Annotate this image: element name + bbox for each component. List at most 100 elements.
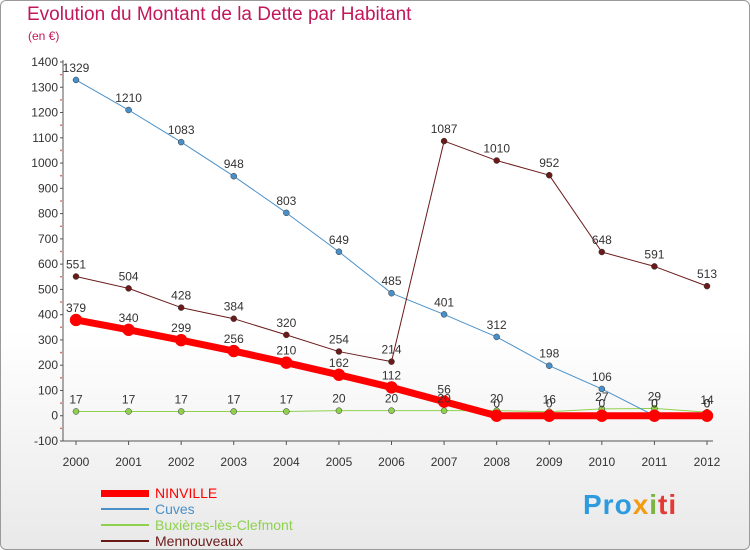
x-tick-label: 2007 (431, 455, 458, 469)
y-minor-tick (60, 301, 62, 303)
series-point-2 (388, 407, 395, 414)
series-point-3 (546, 171, 553, 179)
series-point-0 (437, 395, 451, 408)
series-point-1 (283, 209, 290, 217)
data-label-0: 256 (224, 332, 244, 346)
y-tick-label: 400 (38, 308, 58, 322)
y-minor-tick (60, 99, 62, 101)
data-label-1: 1210 (115, 91, 142, 105)
x-tick-label: 2006 (378, 455, 405, 469)
data-label-2: 20 (437, 392, 451, 406)
series-point-0 (648, 409, 661, 422)
x-tick-label: 2003 (220, 455, 247, 469)
data-label-0: 0 (651, 397, 658, 411)
data-label-0: 210 (276, 344, 296, 358)
data-label-3: 513 (697, 267, 717, 281)
series-point-1 (177, 138, 185, 146)
y-tick-label: 1000 (31, 156, 58, 170)
data-label-3: 254 (329, 333, 349, 347)
series-point-0 (700, 409, 714, 422)
series-point-2 (177, 408, 185, 415)
proxiti-logo: Proxiti (583, 489, 678, 520)
y-tick-label: 0 (51, 409, 58, 423)
legend-label-ninville: NINVILLE (155, 485, 218, 501)
y-tick-label: 1300 (31, 80, 58, 94)
data-label-0: 340 (119, 311, 139, 325)
series-point-0 (69, 313, 83, 327)
data-label-1: 0 (651, 397, 658, 411)
series-point-3 (335, 348, 343, 355)
series-point-1 (125, 106, 132, 114)
series-point-0 (280, 356, 293, 369)
data-label-1: 1083 (168, 123, 195, 137)
y-minor-tick (60, 73, 62, 76)
y-tick-label: 1100 (32, 131, 58, 145)
y-tick-label: 1200 (31, 106, 58, 120)
data-label-1: 0 (704, 397, 711, 411)
data-label-0: 379 (66, 301, 86, 315)
legend-swatch-mennouveaux (101, 540, 149, 542)
series-point-0 (332, 368, 346, 382)
series-point-0 (174, 333, 188, 347)
series-point-3 (388, 358, 395, 365)
legend-swatch-ninville (101, 489, 149, 497)
data-label-3: 320 (276, 316, 296, 330)
x-tick-label: 2000 (63, 455, 90, 469)
data-label-0: 112 (382, 368, 401, 382)
series-point-0 (595, 409, 609, 422)
data-label-1: 948 (224, 157, 244, 171)
data-label-1: 803 (276, 194, 296, 208)
y-minor-tick (60, 351, 62, 354)
y-minor-tick (60, 275, 62, 278)
y-minor-tick (60, 174, 62, 177)
data-label-2: 16 (543, 393, 557, 407)
data-label-3: 504 (119, 269, 139, 283)
y-minor-tick (60, 326, 62, 329)
data-label-2: 20 (332, 392, 346, 406)
data-label-2: 17 (227, 392, 241, 406)
series-point-3 (177, 304, 185, 311)
data-label-1: 106 (592, 370, 612, 384)
series-point-3 (72, 273, 80, 280)
series-point-2 (72, 408, 80, 415)
series-point-3 (230, 315, 237, 322)
data-label-1: 312 (487, 318, 507, 332)
chart-subtitle: (en €) (28, 29, 60, 43)
series-point-0 (490, 409, 503, 422)
legend-item-buxieres: Buxières-lès-Clefmont (101, 517, 293, 533)
y-tick-label: 500 (38, 282, 58, 296)
series-point-2 (283, 408, 290, 415)
y-minor-tick (60, 225, 62, 228)
series-point-2 (125, 408, 132, 415)
chart-title: Evolution du Montant de la Dette par Hab… (27, 4, 412, 25)
x-tick-label: 2004 (273, 455, 300, 469)
series-point-1 (388, 289, 395, 297)
y-tick-label: 900 (38, 181, 58, 195)
legend: NINVILLE Cuves Buxières-lès-Clefmont Men… (101, 485, 293, 549)
series-point-2 (335, 407, 343, 414)
data-label-3: 1087 (431, 122, 458, 136)
data-label-0: 299 (171, 321, 191, 335)
data-label-1: 485 (381, 274, 401, 288)
data-label-3: 591 (644, 247, 664, 261)
data-label-0: 56 (437, 383, 451, 397)
y-tick-label: -100 (34, 434, 58, 448)
series-point-0 (543, 409, 556, 422)
legend-label-cuves: Cuves (155, 501, 195, 517)
data-label-2: 17 (69, 392, 83, 406)
data-label-1: 1329 (63, 61, 90, 75)
series-point-1 (230, 172, 237, 180)
data-label-1: 401 (434, 295, 454, 309)
x-tick-label: 2011 (642, 455, 668, 469)
series-point-3 (125, 285, 132, 292)
y-minor-tick (60, 427, 62, 430)
x-tick-label: 2001 (115, 455, 142, 469)
y-minor-tick (60, 124, 62, 127)
legend-item-ninville: NINVILLE (101, 485, 293, 501)
data-label-2: 20 (490, 392, 504, 406)
series-point-3 (651, 263, 658, 270)
data-label-0: 162 (329, 356, 349, 370)
data-label-3: 648 (592, 233, 612, 247)
